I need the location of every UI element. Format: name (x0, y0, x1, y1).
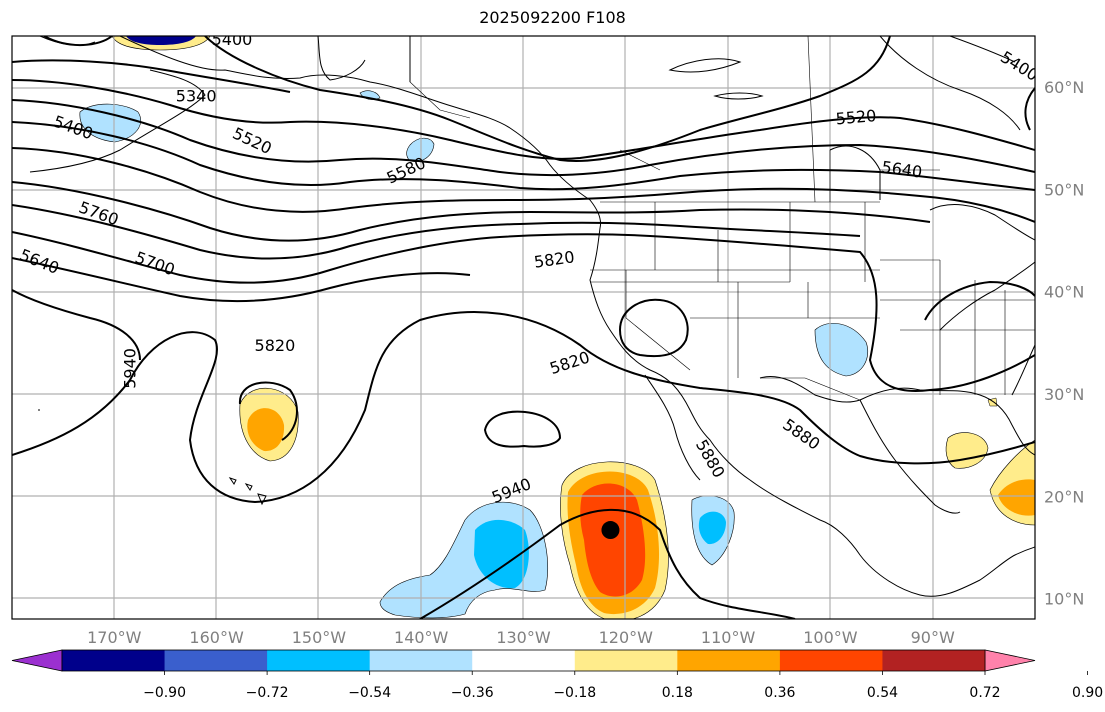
latitude-labels: 10°N 20°N 30°N 40°N 50°N 60°N (1044, 78, 1084, 608)
colorbar-segment (369, 650, 473, 671)
contour-label: 5940 (121, 348, 140, 389)
lon-tick-label: 160°W (189, 628, 244, 647)
map-gridlines (12, 36, 1035, 619)
colorbar-extend-high (984, 649, 1036, 672)
colorbar-tick-label: 0.18 (662, 685, 693, 701)
lon-tick-label: 150°W (292, 628, 347, 647)
colorbar-segment (267, 650, 371, 671)
colorbar: −0.90 −0.72 −0.54 −0.36 −0.18 0.18 0.36 0.54 0.7… (11, 649, 1103, 701)
contour-label: 5520 (835, 106, 877, 128)
colorbar-tick-label: 0.36 (764, 685, 795, 701)
colorbar-tick-label: −0.72 (246, 685, 289, 701)
anomaly-fills (79, 36, 1035, 619)
colorbar-tick-label: −0.54 (348, 685, 391, 701)
colorbar-segment (677, 650, 781, 671)
lon-tick-label: 140°W (394, 628, 449, 647)
lat-tick-label: 50°N (1044, 180, 1084, 199)
colorbar-tick-label: −0.36 (451, 685, 494, 701)
negative-anomaly-gulf-alaska (406, 137, 435, 162)
lat-tick-label: 10°N (1044, 590, 1084, 609)
colorbar-segment (882, 650, 986, 671)
lon-tick-label: 90°W (911, 628, 955, 647)
lat-tick-label: 60°N (1044, 78, 1084, 97)
lon-tick-label: 100°W (803, 628, 858, 647)
lon-tick-label: 120°W (599, 628, 654, 647)
contour-label: 5400 (212, 30, 253, 49)
colorbar-segment (574, 650, 678, 671)
map-title: 2025092200 F108 (479, 8, 626, 27)
colorbar-tick-label: −0.18 (553, 685, 596, 701)
colorbar-outline (61, 649, 986, 672)
colorbar-segment (62, 650, 166, 671)
colorbar-extend-low (11, 649, 63, 672)
colorbar-segment (472, 650, 576, 671)
lon-tick-label: 110°W (701, 628, 756, 647)
colorbar-tick-label: 0.90 (1072, 685, 1103, 701)
colorbar-tick-label: 0.72 (969, 685, 1000, 701)
colorbar-tick-label: 0.54 (867, 685, 898, 701)
positive-anomaly-gulf (945, 432, 989, 469)
lat-tick-label: 30°N (1044, 385, 1084, 404)
negative-anomaly-texas (814, 323, 868, 377)
lat-tick-label: 40°N (1044, 283, 1084, 302)
map-frame (11, 35, 1036, 620)
lon-tick-label: 170°W (87, 628, 142, 647)
lon-tick-label: 130°W (496, 628, 551, 647)
colorbar-segment (779, 650, 883, 671)
colorbar-segment (164, 650, 268, 671)
storm-center-marker (601, 521, 620, 540)
contour-label: 5340 (176, 86, 217, 105)
lat-tick-label: 20°N (1044, 487, 1084, 506)
contour-label: 5820 (255, 336, 296, 355)
longitude-labels: 170°W 160°W 150°W 140°W 130°W 120°W 110°W 100°W… (87, 628, 955, 647)
height-contours (12, 36, 1035, 619)
colorbar-tick-label: −0.90 (143, 685, 186, 701)
